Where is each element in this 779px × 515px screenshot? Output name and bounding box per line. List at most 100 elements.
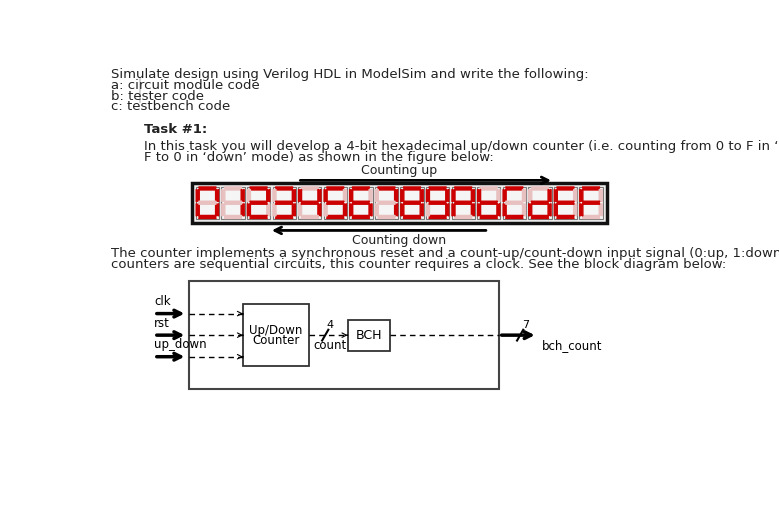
Bar <box>192 183 607 222</box>
Polygon shape <box>401 203 404 216</box>
Polygon shape <box>250 187 267 190</box>
Text: 7: 7 <box>522 320 529 330</box>
Polygon shape <box>548 190 551 202</box>
Polygon shape <box>344 190 347 202</box>
Bar <box>243 304 309 366</box>
Polygon shape <box>250 215 267 218</box>
Text: bch_count: bch_count <box>541 339 602 352</box>
Polygon shape <box>224 215 241 218</box>
Polygon shape <box>557 201 574 204</box>
Polygon shape <box>428 187 446 190</box>
Polygon shape <box>478 190 481 202</box>
Polygon shape <box>471 190 474 202</box>
Polygon shape <box>199 201 217 204</box>
Polygon shape <box>369 190 372 202</box>
Polygon shape <box>250 201 267 204</box>
Polygon shape <box>531 201 548 204</box>
Polygon shape <box>196 190 199 202</box>
Bar <box>324 186 347 219</box>
Polygon shape <box>298 190 301 202</box>
Polygon shape <box>557 215 574 218</box>
Polygon shape <box>599 203 602 216</box>
Polygon shape <box>352 201 370 204</box>
Polygon shape <box>497 190 500 202</box>
Polygon shape <box>573 203 576 216</box>
Text: count: count <box>313 339 347 352</box>
Bar <box>502 186 526 219</box>
Polygon shape <box>248 203 250 216</box>
Polygon shape <box>352 215 370 218</box>
Polygon shape <box>196 203 199 216</box>
Bar <box>554 186 577 219</box>
Polygon shape <box>452 203 455 216</box>
Polygon shape <box>378 201 395 204</box>
Polygon shape <box>401 190 404 202</box>
Text: a: circuit module code: a: circuit module code <box>111 79 260 92</box>
Polygon shape <box>580 190 583 202</box>
Polygon shape <box>301 201 319 204</box>
Polygon shape <box>497 203 500 216</box>
Polygon shape <box>404 187 421 190</box>
Text: clk: clk <box>154 295 171 308</box>
Polygon shape <box>480 201 498 204</box>
Bar <box>400 186 424 219</box>
Polygon shape <box>266 203 270 216</box>
Polygon shape <box>555 190 557 202</box>
Text: Counter: Counter <box>252 334 300 347</box>
Polygon shape <box>273 190 276 202</box>
Polygon shape <box>216 203 219 216</box>
Polygon shape <box>350 190 353 202</box>
Polygon shape <box>454 201 472 204</box>
Polygon shape <box>529 203 532 216</box>
Polygon shape <box>531 215 548 218</box>
Text: 4: 4 <box>326 320 334 330</box>
Bar <box>298 186 322 219</box>
Text: F to 0 in ‘down’ mode) as shown in the figure below:: F to 0 in ‘down’ mode) as shown in the f… <box>144 151 494 164</box>
Bar <box>580 186 603 219</box>
Polygon shape <box>378 187 395 190</box>
Polygon shape <box>523 203 526 216</box>
Polygon shape <box>326 201 344 204</box>
Polygon shape <box>324 190 327 202</box>
Polygon shape <box>503 190 506 202</box>
Text: In this task you will develop a 4-bit hexadecimal up/down counter (i.e. counting: In this task you will develop a 4-bit he… <box>144 141 779 153</box>
Polygon shape <box>582 187 600 190</box>
Polygon shape <box>326 215 344 218</box>
Polygon shape <box>292 203 295 216</box>
Polygon shape <box>375 203 379 216</box>
Polygon shape <box>352 187 370 190</box>
Polygon shape <box>395 190 397 202</box>
Polygon shape <box>378 215 395 218</box>
Polygon shape <box>395 203 397 216</box>
Polygon shape <box>241 203 244 216</box>
Text: BCH: BCH <box>356 329 382 341</box>
Text: Task #1:: Task #1: <box>144 124 207 136</box>
Polygon shape <box>599 190 602 202</box>
Polygon shape <box>404 201 421 204</box>
Polygon shape <box>529 190 532 202</box>
Polygon shape <box>506 187 523 190</box>
Polygon shape <box>426 190 429 202</box>
Polygon shape <box>523 190 526 202</box>
Polygon shape <box>428 201 446 204</box>
Bar <box>221 186 245 219</box>
Polygon shape <box>275 215 293 218</box>
Polygon shape <box>275 187 293 190</box>
Polygon shape <box>224 187 241 190</box>
Text: Counting up: Counting up <box>361 164 437 177</box>
Text: The counter implements a synchronous reset and a count-up/count-down input signa: The counter implements a synchronous res… <box>111 247 779 261</box>
Polygon shape <box>318 203 321 216</box>
Bar <box>426 186 449 219</box>
Text: up_down: up_down <box>154 338 206 351</box>
Bar <box>528 186 552 219</box>
Polygon shape <box>241 190 244 202</box>
Polygon shape <box>454 187 472 190</box>
Polygon shape <box>301 187 319 190</box>
Polygon shape <box>216 190 219 202</box>
Polygon shape <box>298 203 301 216</box>
Polygon shape <box>506 201 523 204</box>
Polygon shape <box>506 215 523 218</box>
Polygon shape <box>222 190 225 202</box>
Bar <box>189 281 499 389</box>
Polygon shape <box>452 190 455 202</box>
